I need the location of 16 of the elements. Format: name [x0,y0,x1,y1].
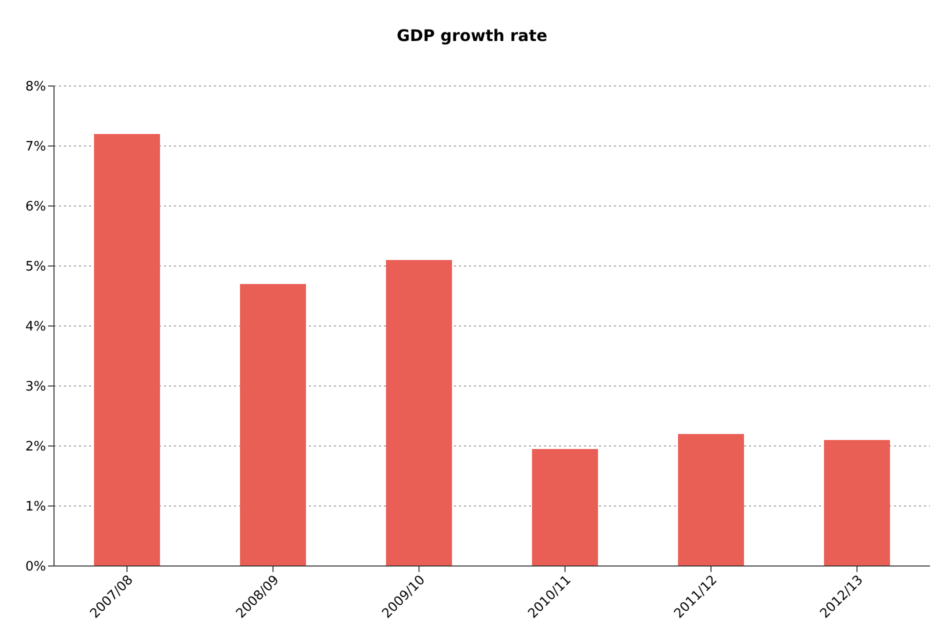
bar [240,284,306,566]
y-tick-label: 8% [25,80,46,95]
y-tick-label: 0% [25,560,46,575]
y-tick-label: 2% [25,440,46,455]
bar [532,449,598,566]
chart-title: GDP growth rate [396,25,548,47]
y-tick-label: 6% [25,200,46,215]
bar [678,434,744,566]
y-tick-label: 5% [25,260,46,275]
bar [94,134,160,566]
bar [824,440,890,566]
y-tick-label: 1% [25,500,46,515]
y-tick-label: 7% [25,140,46,155]
y-tick-label: 4% [25,320,46,335]
y-tick-label: 3% [25,380,46,395]
bar [386,260,452,566]
